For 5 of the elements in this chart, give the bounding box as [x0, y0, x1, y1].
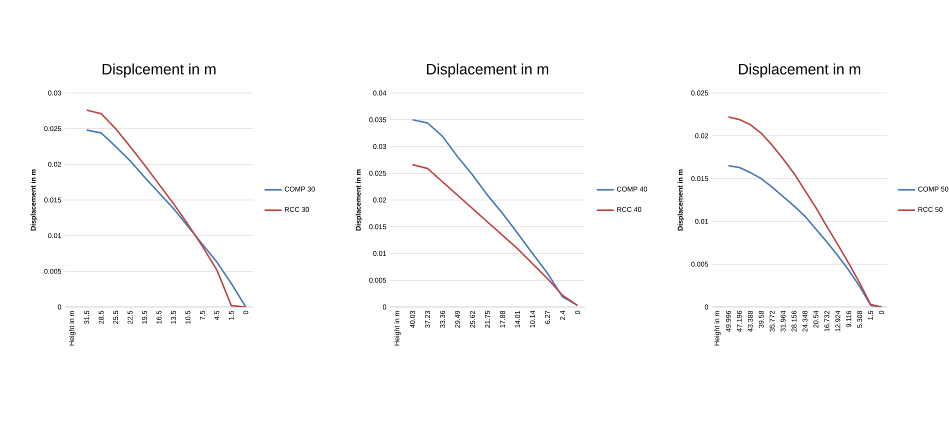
chart-title: Displacement in m [427, 63, 548, 78]
chart-title: Displcement in m [102, 63, 216, 78]
chart-title: Displacement in m [739, 63, 860, 78]
line-series [728, 116, 882, 307]
line-series [412, 118, 578, 306]
